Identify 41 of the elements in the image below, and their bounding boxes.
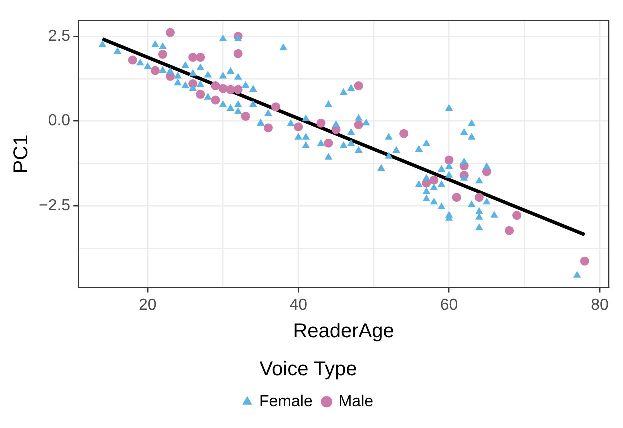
point [234,85,243,94]
x-axis-title: ReaderAge [293,320,394,343]
point [324,138,334,148]
point [166,28,176,38]
point [505,226,514,236]
point [430,176,439,185]
point [354,82,364,91]
point [211,96,220,105]
point [150,66,160,76]
point [128,56,138,65]
point [400,129,409,138]
point [218,84,228,94]
x-tick-label: 40 [290,296,308,314]
point [196,90,206,100]
legend-title: Voice Type [260,358,358,381]
point [294,122,304,132]
point [580,256,590,266]
y-axis-title: PC1 [10,134,33,174]
point [196,53,206,62]
point [234,49,243,58]
y-tick-label: −2.5 [38,197,71,214]
y-tick-label: 2.5 [48,28,71,45]
point [211,82,220,91]
point [264,124,273,133]
point [316,118,326,128]
legend-label: Female [259,393,313,410]
y-tick-label: 0.0 [48,112,71,130]
x-tick-label: 80 [591,296,609,314]
x-tick-label: 60 [440,296,458,314]
point [271,102,280,112]
point [444,156,454,165]
x-tick-label: 20 [139,296,157,314]
point [158,50,168,60]
point [226,85,236,94]
point [474,193,484,202]
point [452,193,462,202]
point [188,53,198,62]
point [512,211,522,220]
point [354,120,364,130]
legend-label: Male [338,393,374,410]
point [241,112,250,122]
